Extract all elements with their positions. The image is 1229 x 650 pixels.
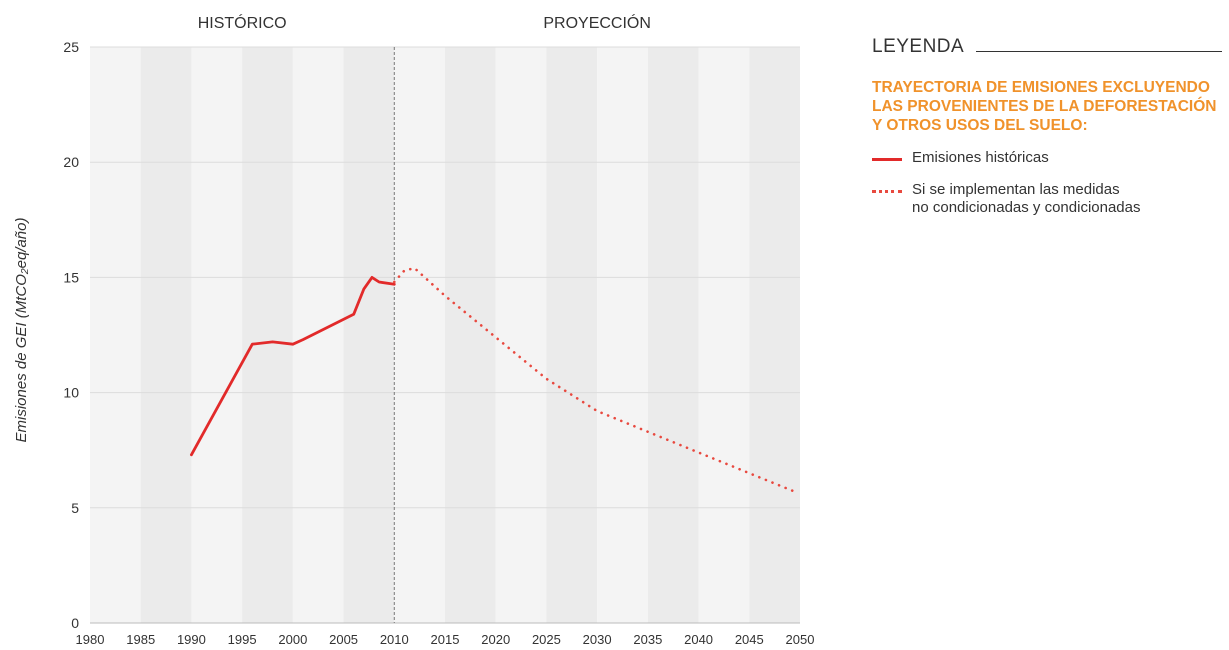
section-label: PROYECCIÓN — [543, 13, 651, 32]
x-tick-label: 2000 — [278, 632, 307, 647]
legend-swatch-solid — [872, 158, 902, 161]
background-band — [90, 47, 141, 623]
legend-title-rule — [976, 51, 1222, 52]
x-tick-label: 1995 — [228, 632, 257, 647]
series-projection-line — [393, 266, 797, 493]
background-band — [647, 47, 699, 623]
legend: LEYENDA TRAYECTORIA DE EMISIONES EXCLUYE… — [872, 36, 1222, 217]
background-band — [546, 47, 598, 623]
legend-item-label-line2: no condicionadas y condicionadas — [912, 199, 1141, 216]
background-band — [394, 47, 445, 623]
x-tick-label: 2040 — [684, 632, 713, 647]
background-band — [597, 47, 648, 623]
x-tick-label: 1985 — [126, 632, 155, 647]
legend-item-label: Si se implementan las medidas no condici… — [912, 181, 1141, 217]
background-band — [191, 47, 243, 623]
emissions-chart: 1980 1985 1990 1995 2000 2005 2010 2015 2020 2025… — [13, 13, 815, 647]
background-band — [343, 47, 395, 623]
legend-swatch-dotted — [872, 190, 902, 193]
y-tick-label: 20 — [63, 154, 79, 170]
x-tick-label: 2010 — [380, 632, 409, 647]
x-tick-label: 2015 — [431, 632, 460, 647]
x-tick-label: 2045 — [735, 632, 764, 647]
background-band — [749, 47, 800, 623]
background-band — [445, 47, 496, 623]
background-band — [292, 47, 344, 623]
x-tick-label: 1990 — [177, 632, 206, 647]
legend-item-label-line1: Si se implementan las medidas — [912, 181, 1120, 198]
y-tick-label: 0 — [71, 615, 79, 631]
background-bands — [90, 47, 800, 623]
x-tick-label: 2030 — [583, 632, 612, 647]
x-tick-label: 2035 — [633, 632, 662, 647]
background-band — [242, 47, 293, 623]
x-tick-label: 2050 — [786, 632, 815, 647]
legend-title: LEYENDA — [872, 36, 965, 57]
gridlines — [90, 46, 800, 624]
legend-item-projection: Si se implementan las medidas no condici… — [872, 181, 1222, 217]
section-label: HISTÓRICO — [198, 13, 287, 32]
y-axis-ticks: 0 5 10 15 20 25 — [63, 39, 79, 631]
legend-item-historical: Emisiones históricas — [872, 149, 1222, 167]
x-tick-label: 2025 — [532, 632, 561, 647]
section-labels: HISTÓRICO PROYECCIÓN — [198, 13, 651, 32]
x-axis-ticks: 1980 1985 1990 1995 2000 2005 2010 2015 2020 2025… — [76, 632, 815, 647]
background-band — [140, 47, 192, 623]
y-axis-label: Emisiones de GEI (MtCO₂eq/año) — [13, 218, 30, 443]
legend-title-row: LEYENDA — [872, 36, 1222, 58]
background-band — [698, 47, 750, 623]
y-tick-label: 10 — [63, 385, 79, 401]
x-tick-label: 1980 — [76, 632, 105, 647]
x-tick-label: 2020 — [481, 632, 510, 647]
y-tick-label: 5 — [71, 500, 79, 516]
y-tick-label: 15 — [63, 269, 79, 285]
y-tick-label: 25 — [63, 39, 79, 55]
x-tick-label: 2005 — [329, 632, 358, 647]
series-layer — [190, 266, 797, 493]
series-historical-line — [190, 276, 396, 457]
background-band — [495, 47, 547, 623]
legend-item-label: Emisiones históricas — [912, 149, 1049, 166]
legend-heading: TRAYECTORIA DE EMISIONES EXCLUYENDO LAS … — [872, 79, 1217, 134]
